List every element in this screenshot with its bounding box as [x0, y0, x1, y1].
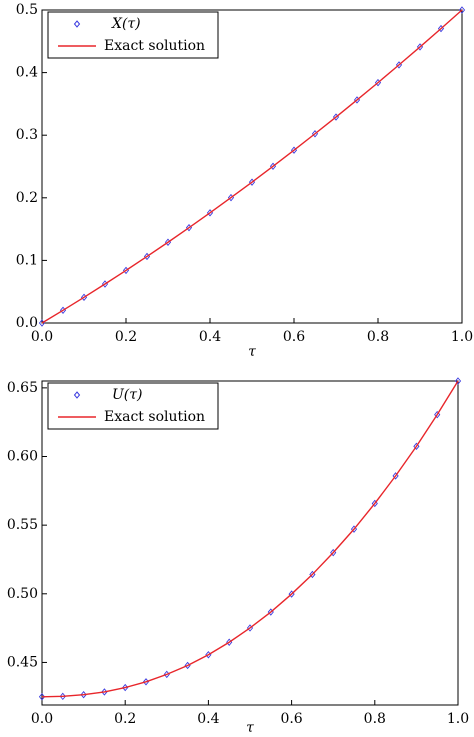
x-tick-label: 0.4 — [199, 329, 221, 345]
exact-line — [41, 380, 459, 698]
y-tick-label: 0.4 — [16, 65, 38, 81]
diamond-marker — [59, 692, 66, 701]
x-tick-label: 0.0 — [31, 711, 53, 727]
x-tick-label: 0.6 — [280, 711, 302, 727]
legend-label: Exact solution — [104, 38, 205, 54]
y-tick-label: 0.1 — [16, 252, 38, 268]
x-tick-label: 0.2 — [115, 329, 137, 345]
plot-frame — [41, 9, 463, 324]
y-tick-label: 0.3 — [16, 127, 38, 143]
diamond-marker — [454, 377, 462, 385]
x-tick-label: 0.4 — [197, 711, 219, 727]
y-tick-label: 0.50 — [7, 586, 38, 602]
y-tick-label: 0.0 — [16, 315, 38, 331]
y-tick-label: 0.55 — [7, 517, 38, 533]
diamond-marker — [371, 499, 378, 508]
x-axis-label: τ — [246, 720, 254, 736]
diamond-marker — [458, 6, 466, 14]
diamond-marker — [392, 472, 399, 480]
y-tick-label: 0.60 — [7, 449, 38, 465]
x-axis-label: τ — [248, 344, 256, 360]
x-tick-label: 1.0 — [447, 711, 469, 727]
y-tick-label: 0.65 — [7, 380, 38, 396]
x-tick-label: 0.6 — [283, 329, 305, 345]
x-tick-label: 0.2 — [114, 711, 136, 727]
legend-marker — [73, 391, 81, 399]
y-tick-label: 0.45 — [7, 654, 38, 670]
diamond-marker — [38, 693, 46, 701]
diamond-marker — [434, 410, 441, 419]
x-tick-label: 0.8 — [367, 329, 389, 345]
x-tick-label: 0.8 — [364, 711, 386, 727]
x-tick-label: 0.0 — [31, 329, 53, 345]
y-tick-label: 0.5 — [16, 2, 38, 18]
legend-label: Exact solution — [104, 409, 205, 425]
y-tick-label: 0.2 — [16, 190, 38, 206]
legend-marker — [73, 20, 81, 28]
diamond-marker — [80, 691, 87, 699]
diamond-marker — [413, 442, 420, 451]
legend-label: U(τ) — [112, 387, 142, 403]
legend-label: X(τ) — [111, 16, 141, 32]
x-tick-label: 1.0 — [451, 329, 473, 345]
exact-line — [41, 9, 463, 324]
legend-box — [47, 382, 219, 430]
legend-box — [47, 11, 219, 59]
plot-frame — [41, 380, 459, 706]
